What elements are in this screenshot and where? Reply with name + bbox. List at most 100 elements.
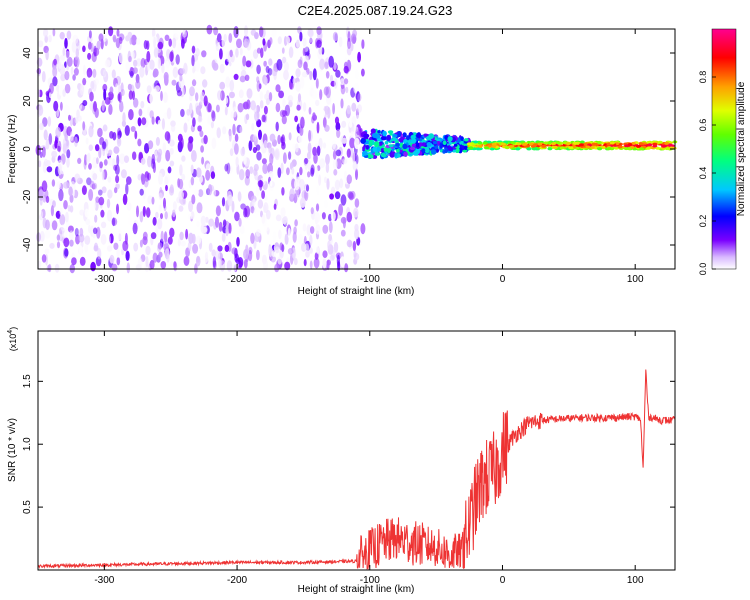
spectrogram-cell <box>108 149 113 156</box>
spectrogram-cell <box>211 109 215 119</box>
spectrogram-cell <box>243 258 248 269</box>
spectrogram-cell <box>215 205 221 217</box>
spectrogram-cell <box>192 243 199 254</box>
spectrogram-cell <box>346 211 353 223</box>
spectrogram-cell <box>205 169 211 181</box>
spectrogram-cell <box>294 115 298 123</box>
spectrogram-cell <box>158 192 163 200</box>
spectrogram-cell <box>332 31 338 42</box>
spectrogram-cell <box>90 261 96 272</box>
spectrogram-cell <box>426 142 432 147</box>
spectrogram-cell <box>133 97 139 108</box>
spectrogram-cell <box>297 233 303 245</box>
spectrogram-cell <box>395 142 400 147</box>
spectrogram-cell <box>41 71 46 83</box>
spectrogram-cell <box>276 59 283 71</box>
spectrogram-cell <box>64 61 68 68</box>
spectrogram-cell <box>191 45 196 54</box>
spectrogram-cell <box>224 106 228 116</box>
spectrogram-cell <box>664 147 670 151</box>
snr-x-tick-label: 0 <box>500 575 506 586</box>
spectrogram-cell <box>357 104 362 113</box>
spectrogram-cell <box>146 50 151 63</box>
spectrogram-cell <box>122 193 128 206</box>
spectrogram-cell <box>100 234 107 245</box>
spectrogram-cell <box>343 170 348 180</box>
spectrogram-cell <box>260 47 264 59</box>
spectrogram-cell <box>178 205 184 212</box>
spectrogram-cell <box>143 40 148 50</box>
spectrogram-cell <box>141 117 147 126</box>
spectrogram-cell <box>227 194 233 207</box>
spectrogram-cell <box>141 173 146 185</box>
spectrogram-cell <box>172 209 176 218</box>
spectrogram-cell <box>208 202 213 215</box>
spectrogram-cell <box>36 68 41 75</box>
spectrogram-cell <box>283 69 289 81</box>
spectrogram-cell <box>90 80 95 90</box>
spectrogram-cell <box>204 251 209 262</box>
spectrogram-cell <box>164 176 169 187</box>
spectrogram-cell <box>104 97 111 105</box>
spectrogram-cell <box>180 240 186 247</box>
spectrogram-cell <box>228 165 233 174</box>
spectrogram-cell <box>72 74 76 81</box>
spectrogram-cell <box>116 137 122 147</box>
spectrogram-cell <box>352 240 357 252</box>
spectrogram-cell <box>197 116 203 123</box>
spectrogram-cell <box>64 248 69 257</box>
spectrogram-cell <box>424 147 430 154</box>
spectrogram-cell <box>69 239 74 247</box>
spectrogram-cell <box>333 62 337 71</box>
spectrogram-cell <box>286 167 290 176</box>
spectrogram-cell <box>236 38 242 49</box>
spectrogram-x-tick-label: 0 <box>500 274 506 285</box>
spectrogram-cell <box>340 229 346 237</box>
spectrogram-cell <box>216 127 221 139</box>
spectrogram-cell <box>165 60 170 72</box>
spectrogram-cell <box>396 148 400 153</box>
spectrogram-cell <box>241 64 247 71</box>
spectrogram-cell <box>354 137 360 150</box>
spectrogram-cell <box>354 129 360 139</box>
spectrogram-cell <box>36 232 42 242</box>
spectrogram-cell <box>322 142 327 149</box>
spectrogram-cell <box>169 139 175 147</box>
spectrogram-cell <box>346 174 352 184</box>
spectrogram-cell <box>349 121 353 128</box>
spectrogram-cell <box>233 263 237 272</box>
spectrogram-cell <box>107 157 113 166</box>
spectrogram-cell <box>163 91 168 104</box>
spectrogram-cell <box>367 153 372 159</box>
spectrogram-cell <box>137 257 143 267</box>
spectrogram-cell <box>244 176 250 186</box>
snr-x-ticks: -300 -200 -100 0 100 <box>94 331 644 586</box>
spectrogram-cell <box>194 60 201 72</box>
spectrogram-cell <box>157 148 163 157</box>
spectrogram-cell <box>221 197 226 207</box>
spectrogram-cell <box>101 100 105 112</box>
spectrogram-cell <box>175 54 180 65</box>
spectrogram-cell <box>137 138 142 147</box>
spectrogram-cell <box>43 129 48 141</box>
spectrogram-cell <box>193 189 199 196</box>
spectrogram-cell <box>42 217 47 229</box>
spectrogram-cell <box>57 145 61 152</box>
spectrogram-x-tick-label: -300 <box>94 274 114 285</box>
spectrogram-cell <box>195 47 200 57</box>
spectrogram-cell <box>397 131 402 138</box>
spectrogram-cell <box>300 76 305 89</box>
spectrogram-cell <box>410 134 416 140</box>
spectrogram-cell <box>253 205 257 214</box>
spectrogram-cell <box>140 100 145 109</box>
spectrogram-cell <box>100 38 104 50</box>
spectrogram-cell <box>341 120 347 128</box>
spectrogram-cell <box>211 249 216 257</box>
spectrogram-cell <box>128 55 132 63</box>
spectrogram-cell <box>53 100 59 112</box>
spectrogram-cell <box>147 140 154 150</box>
spectrogram-cell <box>183 122 188 133</box>
spectrogram-cell <box>217 90 222 101</box>
spectrogram-cell <box>268 58 273 66</box>
spectrogram-cell <box>296 39 300 48</box>
